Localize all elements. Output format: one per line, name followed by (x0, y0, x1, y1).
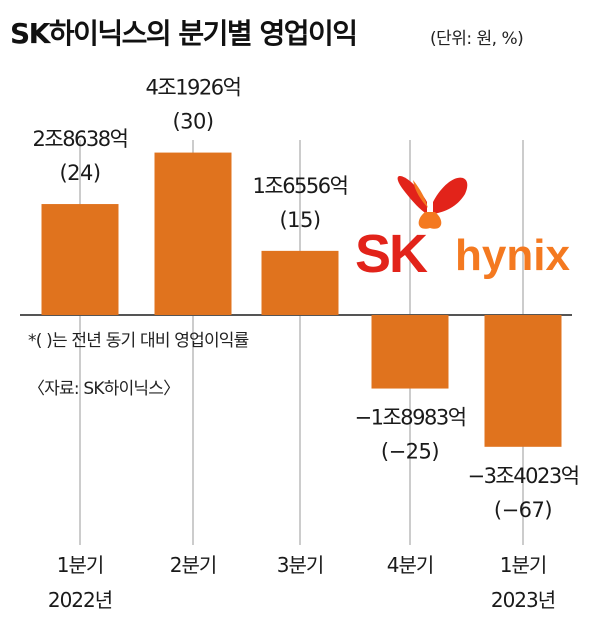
category-label-bg (151, 545, 235, 630)
logo-wing-lower (418, 212, 442, 229)
chart-title: SK하이닉스의 분기별 영업이익 (10, 17, 358, 50)
logo-wing-accent (413, 180, 428, 208)
x-tick-label: 1분기 (57, 553, 104, 577)
bar (484, 315, 562, 447)
logo-text-hynix: hynix (455, 231, 570, 280)
bar-value-label: −3조4023억 (467, 464, 578, 488)
category-label-bg (38, 545, 122, 630)
bar (261, 250, 339, 315)
sk-hynix-logo: SK hynix (355, 175, 570, 282)
x-year-label: 2022년 (48, 588, 112, 612)
bar-margin-label: (30) (172, 110, 213, 134)
bar-value-label: −1조8983억 (354, 406, 465, 430)
logo-wing-left (397, 175, 427, 214)
x-tick-label: 4분기 (387, 553, 434, 577)
bar (154, 152, 232, 315)
x-year-label: 2023년 (491, 588, 555, 612)
category-label-bg (481, 545, 565, 630)
x-tick-label: 2분기 (170, 553, 217, 577)
category-label-bg (368, 545, 452, 630)
bar-value-label: 1조6556억 (253, 174, 348, 198)
bar-value-label: 2조8638억 (33, 127, 128, 151)
logo-text-sk: SK (355, 224, 428, 282)
bar-margin-label: (−67) (494, 498, 552, 522)
bar (41, 204, 119, 315)
bar-value-label: 4조1926억 (146, 76, 241, 100)
bar-margin-label: (−25) (381, 440, 439, 464)
category-label-bg (258, 545, 342, 630)
x-tick-label: 3분기 (277, 553, 324, 577)
bar-margin-label: (15) (279, 208, 320, 232)
source-note: 〈자료: SK하이닉스〉 (28, 379, 180, 399)
footnote: *( )는 전년 동기 대비 영업이익률 (28, 331, 249, 351)
bar (371, 315, 449, 389)
bar-margin-label: (24) (59, 161, 100, 185)
x-tick-label: 1분기 (500, 553, 547, 577)
logo-wing-right (433, 177, 468, 214)
unit-label: (단위: 원, %) (430, 29, 524, 49)
